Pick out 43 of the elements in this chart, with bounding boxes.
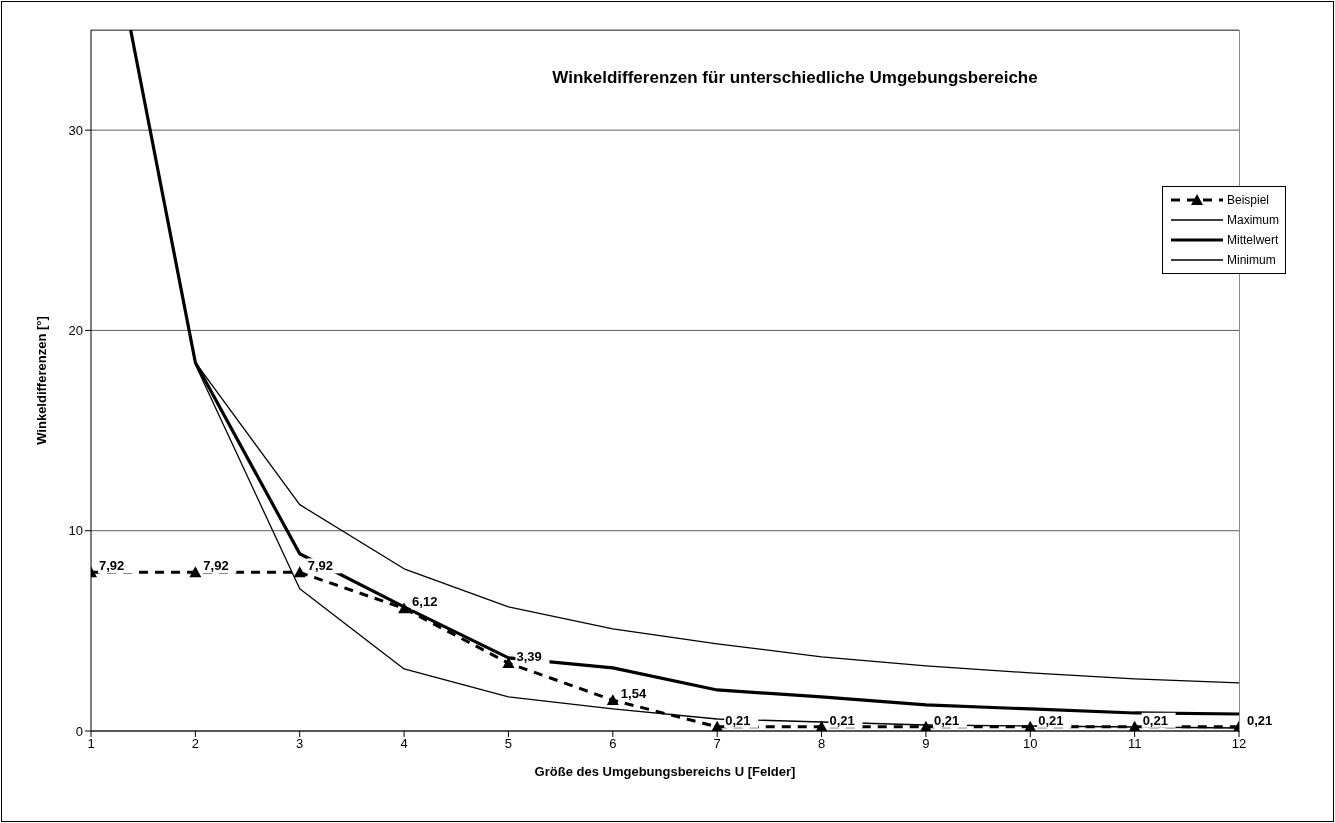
point	[189, 566, 202, 578]
x-tick-label: 12	[1231, 736, 1247, 752]
point	[293, 566, 306, 578]
point	[606, 694, 619, 705]
point	[919, 720, 932, 731]
x-tick-label: 11	[1127, 736, 1142, 752]
data-label: 6,12	[412, 594, 438, 610]
data-label: 0,21	[725, 712, 751, 728]
y-axis-title: Winkeldifferenzen [°]	[33, 316, 49, 445]
y-tick-label: 10	[68, 523, 83, 539]
data-label: 3,39	[516, 649, 542, 665]
x-tick-label: 2	[191, 736, 199, 752]
x-tick-label: 8	[817, 736, 826, 752]
legend-label: Mittelwert	[1227, 233, 1279, 247]
data-label: 0,21	[1038, 712, 1064, 728]
x-tick-label: 4	[400, 736, 408, 752]
data-label: 1,54	[620, 686, 647, 702]
x-tick-label: 10	[1023, 736, 1038, 752]
legend-label: Beispiel	[1227, 193, 1270, 207]
data-label: 0,21	[1142, 712, 1168, 728]
data-label: 7,92	[203, 558, 229, 574]
text: Winkeldifferenzen für unterschiedliche Umgebungsbereiche	[552, 68, 1038, 87]
y-tick-label: 20	[68, 323, 83, 339]
point	[815, 720, 828, 731]
point	[1128, 720, 1141, 731]
y-tick-label: 0	[75, 723, 83, 739]
data-label: 0,21	[829, 712, 855, 728]
x-tick-label: 5	[504, 736, 513, 752]
point	[711, 720, 724, 731]
x-axis-title: Größe des Umgebungsbereichs U [Felder]	[534, 764, 796, 780]
data-label: 0,21	[1247, 712, 1273, 728]
x-tick-label: 7	[713, 736, 721, 752]
point	[398, 602, 411, 614]
x-tick-label: 3	[296, 736, 304, 752]
data-label: 7,92	[307, 558, 334, 574]
x-tick-label: 1	[87, 736, 95, 752]
legend-label: Minimum	[1227, 253, 1276, 267]
data-label: 0,21	[933, 712, 960, 728]
data-label: 7,92	[99, 558, 125, 574]
y-tick-label: 30	[68, 122, 83, 138]
x-tick-label: 6	[609, 736, 617, 752]
legend-label: Maximum	[1227, 213, 1280, 227]
x-tick-label: 9	[922, 736, 930, 752]
